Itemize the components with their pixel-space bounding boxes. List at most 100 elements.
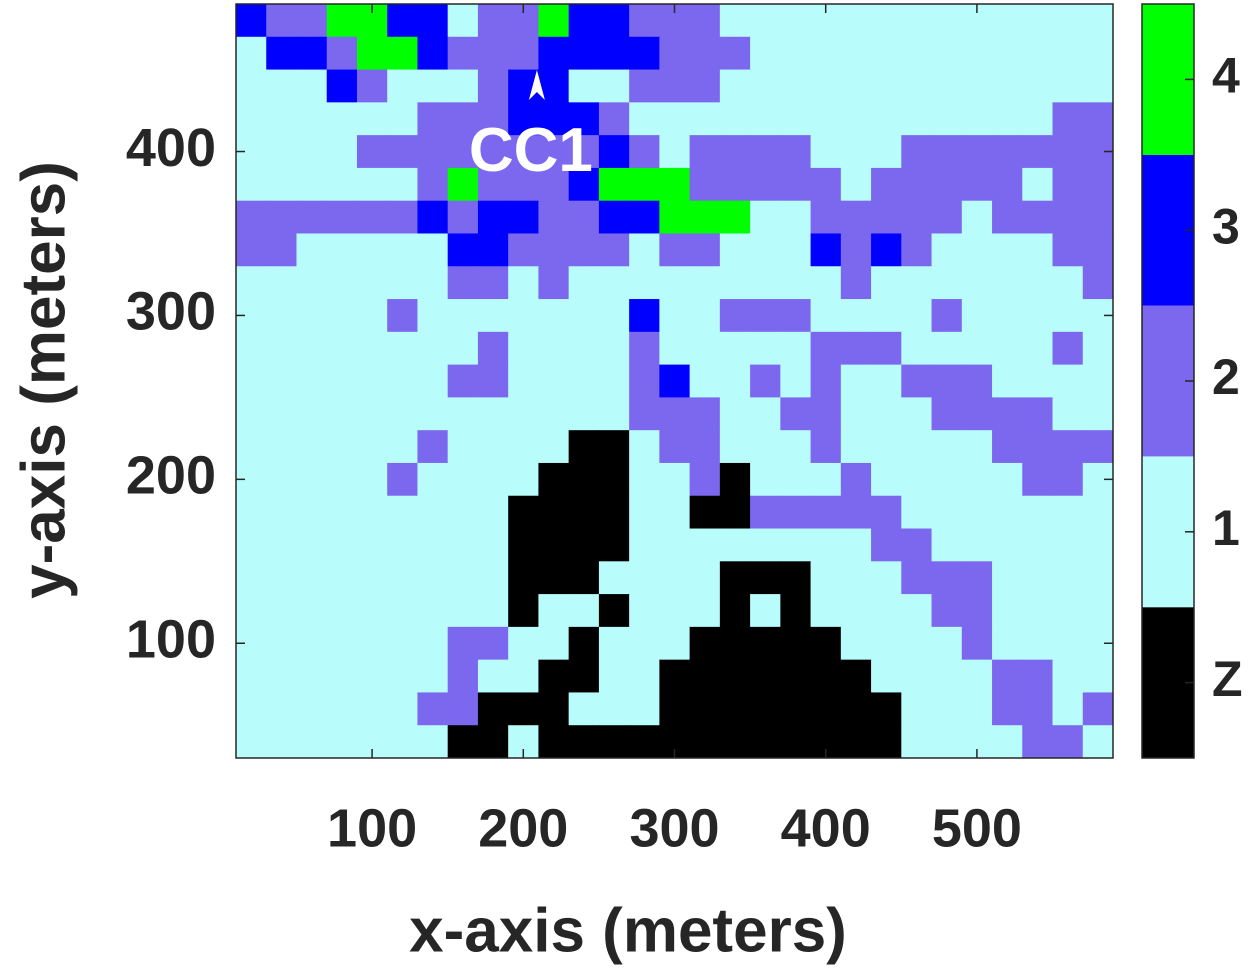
cell [992, 69, 1023, 103]
cell [992, 561, 1023, 595]
cell [477, 364, 509, 398]
cell [387, 69, 418, 103]
cell [750, 725, 781, 759]
cell [1082, 69, 1114, 103]
cell [1052, 528, 1084, 562]
cell [598, 692, 630, 726]
cell [961, 299, 993, 333]
cell [719, 692, 751, 726]
cell [810, 462, 842, 497]
cell [931, 135, 963, 169]
cell [387, 430, 418, 464]
cell [810, 561, 842, 595]
cell [236, 364, 267, 398]
cell [1022, 233, 1054, 267]
cell [417, 331, 449, 366]
cell [750, 659, 781, 693]
cell [447, 167, 479, 202]
cell [992, 462, 1023, 497]
cell [508, 397, 539, 431]
cell [659, 561, 691, 595]
cell [961, 69, 993, 103]
cell [387, 495, 418, 530]
cell [508, 430, 539, 464]
cell [236, 266, 267, 300]
cell [236, 528, 267, 562]
cell [961, 331, 993, 366]
cell [296, 725, 328, 759]
cell [508, 36, 539, 71]
cell [689, 495, 721, 530]
cell [992, 397, 1023, 431]
cell [810, 200, 842, 234]
cell [659, 692, 691, 726]
cell [1082, 561, 1114, 595]
cell [1082, 4, 1114, 38]
cell [750, 36, 781, 71]
cell [326, 102, 358, 136]
cell [871, 200, 902, 234]
cell [326, 266, 358, 300]
cell [387, 36, 418, 71]
cell [447, 462, 479, 497]
cell [961, 561, 993, 595]
cell [810, 528, 842, 562]
cell [508, 167, 539, 202]
cell [961, 692, 993, 726]
cell [387, 692, 418, 726]
cell [750, 626, 781, 661]
cell [810, 135, 842, 169]
cell [477, 626, 509, 661]
x-tick-label: 300 [629, 798, 719, 858]
cell [236, 692, 267, 726]
cell [447, 659, 479, 693]
cell [508, 135, 539, 169]
cell [810, 692, 842, 726]
cell [417, 299, 449, 333]
cell [961, 167, 993, 202]
cell [508, 102, 539, 136]
cell [477, 4, 509, 38]
cell [931, 69, 963, 103]
cell [629, 528, 660, 562]
cell [477, 36, 509, 71]
cell [901, 69, 933, 103]
cell [417, 692, 449, 726]
cell [1022, 659, 1054, 693]
cell [568, 364, 600, 398]
cell [629, 331, 660, 366]
cell [477, 594, 509, 628]
cell [477, 69, 509, 103]
cell [266, 561, 297, 595]
colorbar-tick-label: 1 [1212, 500, 1240, 556]
cell [508, 626, 539, 661]
cell [810, 626, 842, 661]
cell [689, 135, 721, 169]
cell [689, 200, 721, 234]
cell [568, 626, 600, 661]
cell [538, 462, 570, 497]
cell [598, 397, 630, 431]
cell [1082, 167, 1114, 202]
cell [326, 659, 358, 693]
cell [296, 659, 328, 693]
cell [992, 430, 1023, 464]
cell [568, 659, 600, 693]
cell [659, 200, 691, 234]
cell [840, 397, 872, 431]
cell [296, 4, 328, 38]
cell [447, 200, 479, 234]
cell [477, 135, 509, 169]
cell [568, 69, 600, 103]
cell [266, 626, 297, 661]
cell [296, 528, 328, 562]
cell [568, 692, 600, 726]
cell [356, 36, 388, 71]
cell [901, 561, 933, 595]
cell [871, 364, 902, 398]
cell [356, 299, 388, 333]
cell [266, 430, 297, 464]
cell [992, 364, 1023, 398]
cell [992, 299, 1023, 333]
cell [1082, 528, 1114, 562]
